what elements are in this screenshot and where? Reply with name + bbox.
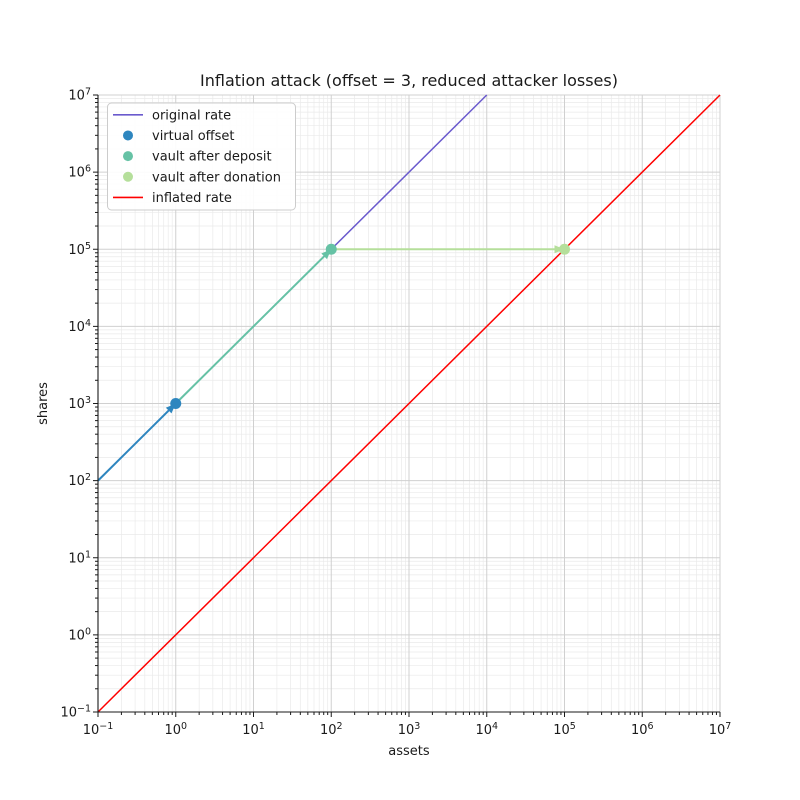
y-tick-label: 107 — [68, 87, 91, 104]
x-tick-label: 105 — [553, 721, 576, 738]
legend-item-label: original rate — [152, 108, 231, 123]
series-inflated-rate-line — [97, 94, 721, 713]
x-tick-label: 10−1 — [83, 721, 114, 738]
point-vault-after-donation — [559, 243, 570, 255]
plot-data — [97, 94, 721, 713]
x-axis-label: assets — [388, 744, 430, 759]
x-tick-label: 103 — [398, 721, 421, 738]
legend-item-label: vault after deposit — [152, 150, 272, 165]
legend-item-label: virtual offset — [152, 129, 234, 144]
y-tick-label: 102 — [68, 472, 91, 489]
deposit-arrow-shaft — [175, 255, 325, 405]
y-tick-label: 103 — [68, 395, 91, 412]
legend-dot-sample-vault-after-donation — [123, 171, 133, 182]
y-tick-label: 101 — [68, 549, 91, 566]
y-tick-label: 105 — [68, 241, 91, 258]
legend-dot-sample-vault-after-deposit — [123, 151, 133, 162]
chart-title: Inflation attack (offset = 3, reduced at… — [200, 71, 618, 90]
x-tick-label: 107 — [709, 721, 732, 738]
x-tick-label: 102 — [320, 721, 343, 738]
x-tick-label: 104 — [475, 721, 498, 738]
y-axis-label: shares — [36, 382, 51, 425]
point-virtual-offset — [170, 398, 182, 409]
x-tick-label: 101 — [242, 721, 265, 738]
legend-dot-sample-virtual-offset — [123, 130, 133, 141]
offset-arrow-shaft — [97, 409, 170, 482]
legend-box — [107, 102, 296, 211]
legend: original rate virtual offset vault after d… — [107, 102, 296, 211]
y-tick-label: 106 — [68, 164, 91, 181]
axes: 10−1 100 101 102 103 104 105 106 107 10−1 100 101 10… — [60, 87, 731, 739]
legend-item-label: vault after donation — [152, 170, 281, 185]
legend-item-label: inflated rate — [152, 191, 232, 206]
point-vault-after-deposit — [325, 243, 337, 255]
y-tick-label: 104 — [68, 318, 91, 335]
x-tick-label: 106 — [631, 721, 654, 738]
y-tick-label: 10−1 — [60, 704, 91, 721]
y-tick-label: 100 — [68, 626, 91, 643]
x-tick-label: 100 — [164, 721, 187, 738]
